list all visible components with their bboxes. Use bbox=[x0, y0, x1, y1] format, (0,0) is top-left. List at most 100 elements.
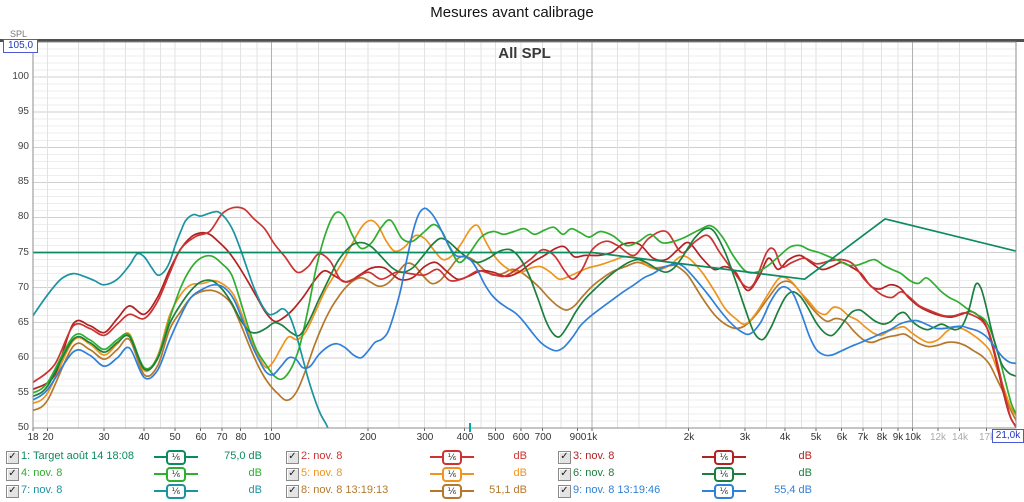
trace-line-left bbox=[153, 490, 166, 492]
x-tick-label: 200 bbox=[359, 432, 377, 443]
legend-value-4: dB bbox=[248, 467, 262, 479]
curve-8-nov-8-13-19-13 bbox=[33, 255, 1016, 422]
trace-line-left bbox=[701, 456, 714, 458]
frequency-cursor-marker bbox=[469, 423, 471, 432]
legend-checkbox-5[interactable]: ✓ bbox=[286, 468, 299, 481]
graph-title: All SPL bbox=[498, 45, 551, 62]
y-tick-label: 65 bbox=[17, 317, 29, 328]
legend-label-1[interactable]: 1: Target août 14 18:08 bbox=[21, 450, 134, 462]
smoothing-badge-1: ⅙ bbox=[136, 449, 216, 465]
legend-label-6[interactable]: 6: nov. 8 bbox=[573, 467, 615, 479]
x-tick-label: 70 bbox=[216, 432, 228, 443]
x-tick-label: 400 bbox=[456, 432, 474, 443]
trace-line-left bbox=[701, 490, 714, 492]
x-tick-label: 8k bbox=[876, 432, 888, 443]
smoothing-value: ⅙ bbox=[165, 466, 187, 482]
x-tick-label: 50 bbox=[169, 432, 181, 443]
trace-line-right bbox=[734, 490, 747, 492]
x-tick-label: 7k bbox=[857, 432, 869, 443]
x-tick-label: 12k bbox=[929, 432, 947, 443]
top-divider bbox=[0, 39, 1024, 42]
x-tick-label: 60 bbox=[195, 432, 207, 443]
trace-line-right bbox=[462, 456, 475, 458]
trace-line-left bbox=[153, 456, 166, 458]
legend-checkbox-4[interactable]: ✓ bbox=[6, 468, 19, 481]
smoothing-value: ⅙ bbox=[441, 466, 463, 482]
legend-label-8[interactable]: 8: nov. 8 13:19:13 bbox=[301, 484, 389, 496]
legend-label-9[interactable]: 9: nov. 8 13:19:46 bbox=[573, 484, 661, 496]
x-tick-label: 3k bbox=[739, 432, 751, 443]
legend-checkbox-2[interactable]: ✓ bbox=[286, 451, 299, 464]
y-tick-label: 50 bbox=[17, 422, 29, 433]
legend-checkbox-9[interactable]: ✓ bbox=[558, 485, 571, 498]
trace-line-right bbox=[186, 456, 199, 458]
x-tick-label: 10k bbox=[904, 432, 922, 443]
legend-value-2: dB bbox=[513, 450, 527, 462]
x-tick-label: 900 bbox=[569, 432, 587, 443]
x-tick-label: 5k bbox=[810, 432, 822, 443]
legend-label-5[interactable]: 5: nov. 8 bbox=[301, 467, 343, 479]
legend-label-2[interactable]: 2: nov. 8 bbox=[301, 450, 343, 462]
smoothing-value: ⅙ bbox=[165, 483, 187, 499]
smoothing-value: ⅙ bbox=[713, 483, 735, 499]
x-tick-label: 4k bbox=[779, 432, 791, 443]
trace-line-left bbox=[429, 490, 442, 492]
smoothing-badge-4: ⅙ bbox=[136, 466, 216, 482]
y-tick-label: 70 bbox=[17, 282, 29, 293]
trace-line-right bbox=[734, 473, 747, 475]
x-tick-label: 9k bbox=[892, 432, 904, 443]
y-axis-title: SPL bbox=[10, 29, 28, 39]
legend-checkbox-3[interactable]: ✓ bbox=[558, 451, 571, 464]
x-tick-label: 20 bbox=[42, 432, 54, 443]
trace-line-right bbox=[186, 490, 199, 492]
legend-value-7: dB bbox=[248, 484, 262, 496]
x-tick-label: 80 bbox=[235, 432, 247, 443]
x-tick-label: 6k bbox=[836, 432, 848, 443]
smoothing-badge-7: ⅙ bbox=[136, 483, 216, 499]
smoothing-badge-8: ⅙ bbox=[412, 483, 492, 499]
curve-5-nov-8 bbox=[33, 219, 1016, 417]
y-tick-label: 80 bbox=[17, 211, 29, 222]
legend-checkbox-8[interactable]: ✓ bbox=[286, 485, 299, 498]
curve-3-nov-8 bbox=[33, 231, 1016, 428]
smoothing-value: ⅙ bbox=[713, 466, 735, 482]
x-tick-label: 300 bbox=[416, 432, 434, 443]
y-tick-label: 75 bbox=[17, 247, 29, 258]
y-axis-max-value[interactable]: 105,0 bbox=[3, 39, 38, 53]
legend-value-9: 55,4 dB bbox=[774, 484, 812, 496]
curve-9-nov-8-13-19-46 bbox=[33, 207, 1016, 401]
x-tick-label: 600 bbox=[512, 432, 530, 443]
legend-checkbox-6[interactable]: ✓ bbox=[558, 468, 571, 481]
x-tick-label: 2k bbox=[683, 432, 695, 443]
legend-label-4[interactable]: 4: nov. 8 bbox=[21, 467, 63, 479]
y-tick-label: 55 bbox=[17, 387, 29, 398]
smoothing-value: ⅙ bbox=[441, 449, 463, 465]
legend-value-8: 51,1 dB bbox=[489, 484, 527, 496]
x-tick-label: 1k bbox=[586, 432, 598, 443]
smoothing-badge-5: ⅙ bbox=[412, 466, 492, 482]
curve-1-target-ao-t-14-18-08 bbox=[33, 218, 1016, 281]
curve-4-nov-8 bbox=[33, 211, 1016, 415]
legend-checkbox-7[interactable]: ✓ bbox=[6, 485, 19, 498]
x-tick-label: 14k bbox=[951, 432, 969, 443]
legend-label-3[interactable]: 3: nov. 8 bbox=[573, 450, 615, 462]
legend-label-7[interactable]: 7: nov. 8 bbox=[21, 484, 63, 496]
curve-2-nov-8 bbox=[33, 206, 1016, 427]
y-tick-label: 100 bbox=[12, 71, 29, 82]
x-tick-label: 100 bbox=[263, 432, 281, 443]
x-tick-label: 17k bbox=[978, 432, 996, 443]
trace-line-right bbox=[186, 473, 199, 475]
legend-value-6: dB bbox=[798, 467, 812, 479]
trace-line-right bbox=[734, 456, 747, 458]
y-tick-label: 60 bbox=[17, 352, 29, 363]
trace-line-right bbox=[462, 490, 475, 492]
y-tick-label: 85 bbox=[17, 176, 29, 187]
legend-value-3: dB bbox=[798, 450, 812, 462]
x-axis-max-value[interactable]: 21,0k bbox=[992, 429, 1024, 443]
legend-checkbox-1[interactable]: ✓ bbox=[6, 451, 19, 464]
legend-value-5: dB bbox=[513, 467, 527, 479]
trace-line-right bbox=[462, 473, 475, 475]
smoothing-value: ⅙ bbox=[713, 449, 735, 465]
